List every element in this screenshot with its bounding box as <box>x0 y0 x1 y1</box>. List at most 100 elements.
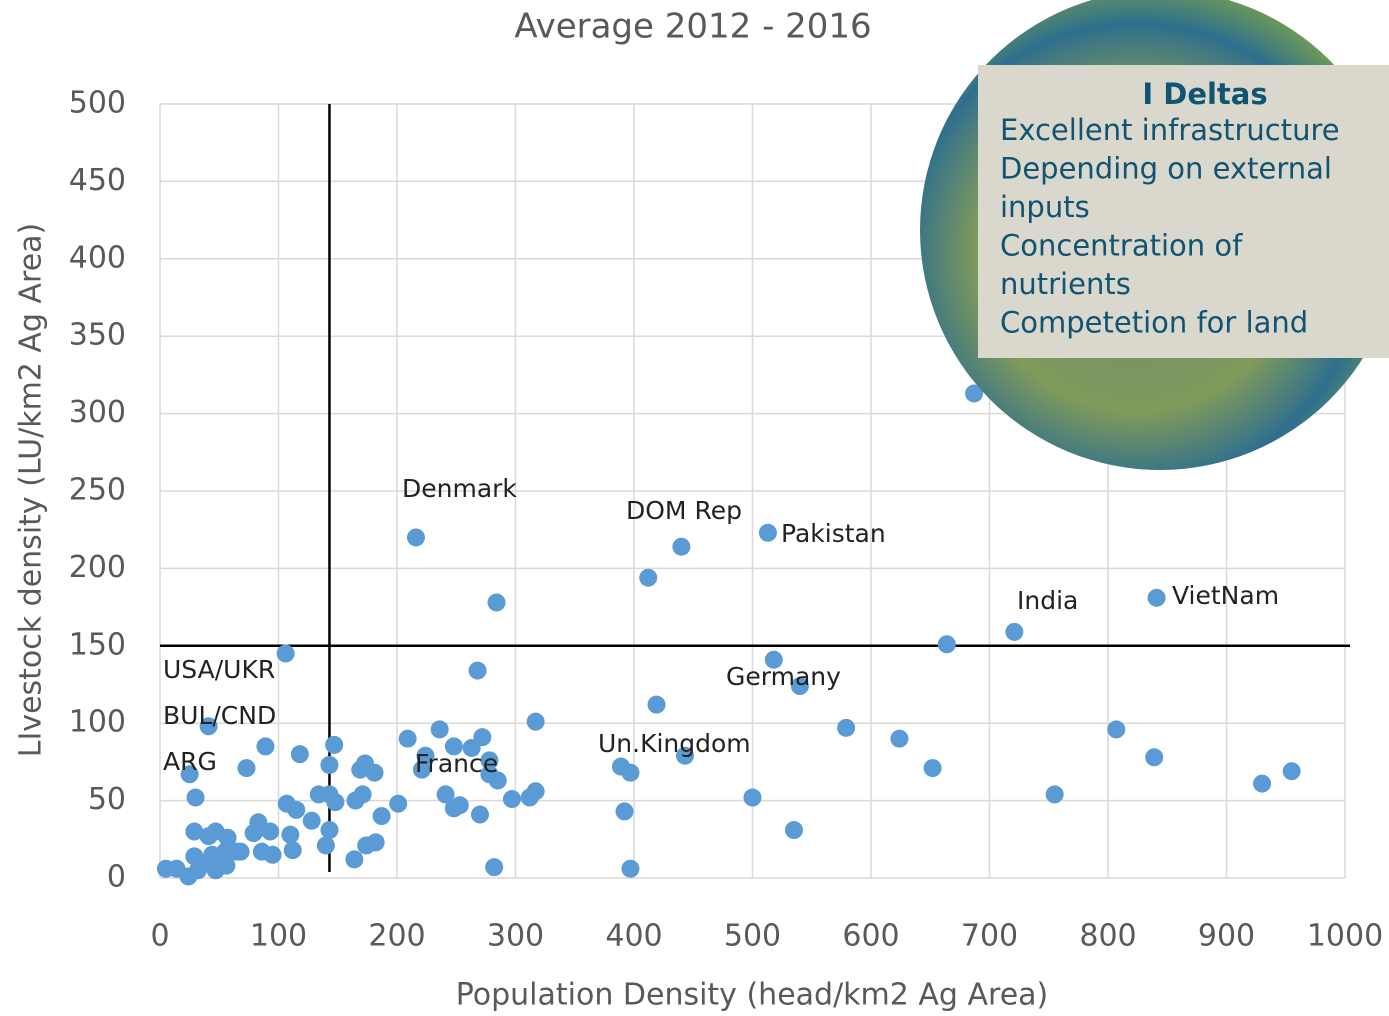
overlay-line: Excellent infrastructure <box>1000 113 1340 147</box>
x-tick-label: 700 <box>961 919 1018 954</box>
data-point <box>373 807 391 825</box>
data-point <box>1148 589 1166 607</box>
overlay-line: Depending on external <box>1000 152 1332 186</box>
data-point <box>938 635 956 653</box>
data-point <box>354 785 372 803</box>
data-point <box>278 795 296 813</box>
data-point <box>291 745 309 763</box>
data-point <box>389 795 407 813</box>
data-point <box>345 850 363 868</box>
data-point <box>924 759 942 777</box>
data-point <box>1283 762 1301 780</box>
annotation: Un.Kingdom <box>598 729 751 758</box>
data-point <box>277 645 295 663</box>
y-tick-label: 150 <box>69 627 126 662</box>
data-point <box>485 858 503 876</box>
data-point <box>473 728 491 746</box>
chart-title: Average 2012 - 2016 <box>514 7 871 47</box>
data-point <box>365 764 383 782</box>
overlay-title: I Deltas <box>1142 77 1267 111</box>
x-tick-label: 500 <box>724 919 781 954</box>
y-tick-label: 300 <box>69 395 126 430</box>
y-tick-label: 500 <box>69 86 126 121</box>
data-point <box>621 860 639 878</box>
data-point <box>326 793 344 811</box>
data-point <box>648 696 666 714</box>
overlay-image: I Deltas Excellent infrastructure Dependi… <box>920 0 1389 470</box>
data-point <box>317 836 335 854</box>
data-point <box>320 756 338 774</box>
annotation: USA/UKR <box>163 655 275 684</box>
x-tick-label: 600 <box>842 919 899 954</box>
data-point <box>616 802 634 820</box>
data-point <box>672 538 690 556</box>
y-tick-label: 250 <box>69 473 126 508</box>
data-point <box>303 812 321 830</box>
y-tick-label: 0 <box>107 860 126 895</box>
data-point <box>503 790 521 808</box>
y-tick-label: 450 <box>69 163 126 198</box>
y-tick-label: 100 <box>69 705 126 740</box>
data-point <box>890 730 908 748</box>
data-point <box>284 841 302 859</box>
data-point <box>612 758 630 776</box>
page: Average 2012 - 2016 Population Density (… <box>0 0 1389 1016</box>
data-point <box>325 736 343 754</box>
y-tick-label: 200 <box>69 550 126 585</box>
data-point <box>256 737 274 755</box>
data-point <box>431 720 449 738</box>
data-point <box>357 836 375 854</box>
data-point <box>1145 748 1163 766</box>
data-point <box>264 846 282 864</box>
y-tick-label: 350 <box>69 318 126 353</box>
data-point <box>216 843 234 861</box>
data-point <box>399 730 417 748</box>
data-point <box>639 569 657 587</box>
annotation: Germany <box>726 662 841 691</box>
data-point <box>785 821 803 839</box>
annotation: Denmark <box>402 474 517 503</box>
x-axis-title: Population Density (head/km2 Ag Area) <box>456 978 1049 1013</box>
data-point <box>1005 623 1023 641</box>
data-point <box>187 789 205 807</box>
data-point <box>232 843 250 861</box>
x-tick-label: 800 <box>1079 919 1136 954</box>
annotation: Pakistan <box>781 519 886 548</box>
overlay-line: Concentration of <box>1000 229 1243 263</box>
data-point <box>407 528 425 546</box>
x-tick-label: 200 <box>368 919 425 954</box>
x-tick-label: 100 <box>250 919 307 954</box>
data-point <box>527 713 545 731</box>
data-point <box>744 789 762 807</box>
data-point <box>1253 775 1271 793</box>
x-tick-label: 900 <box>1198 919 1255 954</box>
data-point <box>1046 785 1064 803</box>
overlay-line: Competetion for land <box>1000 306 1308 340</box>
data-point <box>238 759 256 777</box>
data-point <box>1107 720 1125 738</box>
data-point <box>521 789 539 807</box>
annotation: BUL/CND <box>163 701 276 730</box>
data-point <box>759 524 777 542</box>
data-point <box>320 821 338 839</box>
chart: Average 2012 - 2016 Population Density (… <box>0 0 1389 1016</box>
x-tick-label: 1000 <box>1307 919 1383 954</box>
data-point <box>157 860 175 878</box>
annotation: DOM Rep <box>626 496 742 525</box>
x-tick-label: 0 <box>150 919 169 954</box>
data-point <box>471 806 489 824</box>
y-axis-title: LIvestock density (LU/km2 Ag Area) <box>14 223 49 758</box>
overlay-line: inputs <box>1000 190 1090 224</box>
data-point <box>451 796 469 814</box>
annotation: France <box>415 749 498 778</box>
overlay-line: nutrients <box>1000 267 1131 301</box>
annotation: India <box>1017 586 1078 615</box>
data-point <box>245 824 263 842</box>
x-tick-label: 300 <box>487 919 544 954</box>
annotation: VietNam <box>1172 581 1279 610</box>
data-point <box>310 785 328 803</box>
y-tick-label: 400 <box>69 240 126 275</box>
data-point <box>837 719 855 737</box>
data-point <box>469 662 487 680</box>
x-tick-label: 400 <box>605 919 662 954</box>
